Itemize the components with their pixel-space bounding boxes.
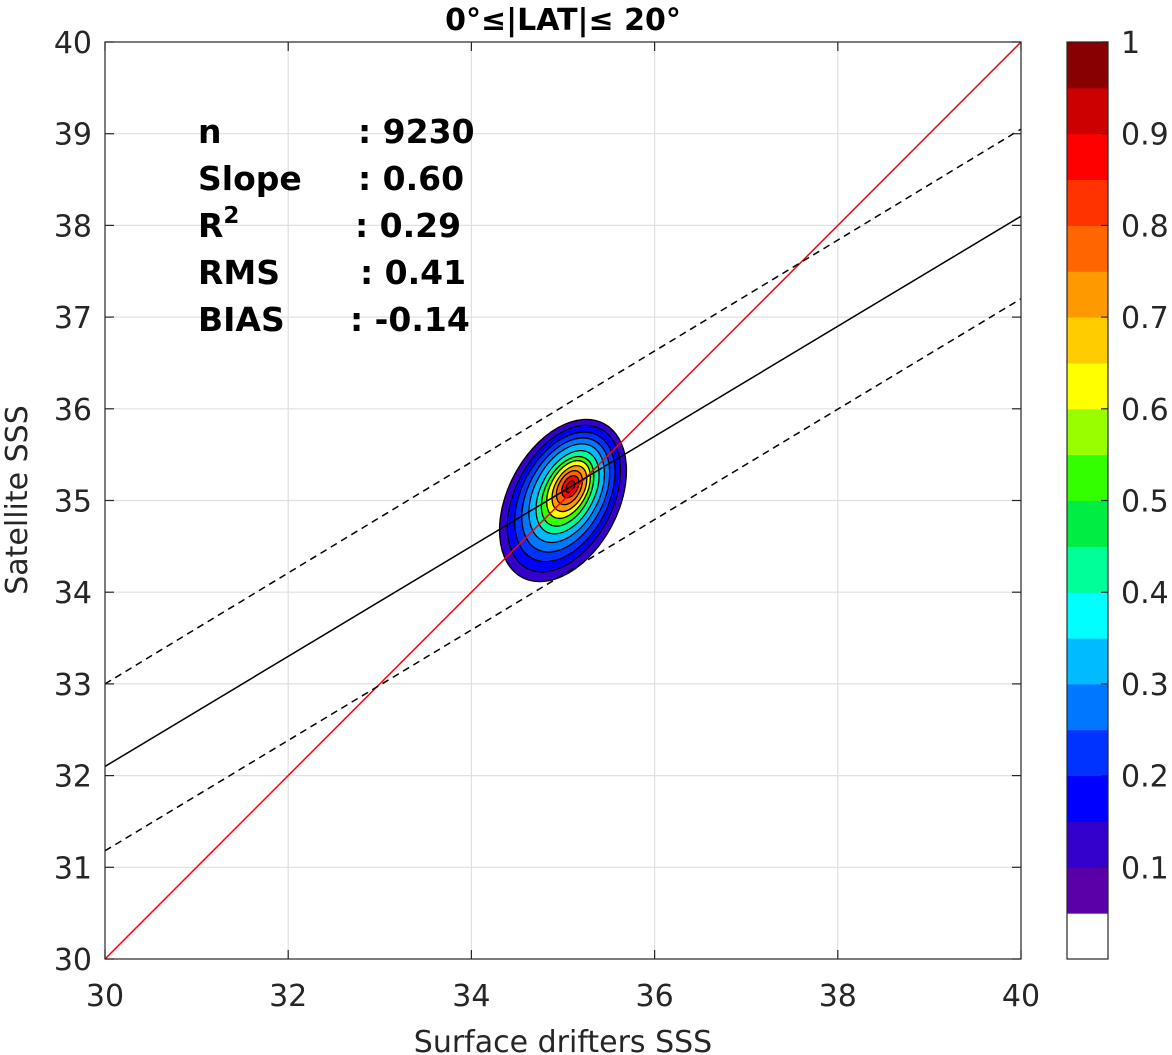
colorbar-segment (1067, 592, 1108, 639)
stat-value: : -0.14 (350, 300, 470, 339)
y-axis-label: Satellite SSS (0, 405, 35, 595)
y-tick-label: 34 (54, 576, 92, 611)
colorbar-segment (1067, 317, 1108, 364)
lower-bound-line (105, 298, 1021, 852)
stat-label: Slope (198, 159, 302, 198)
y-tick-label: 36 (54, 393, 92, 428)
colorbar-segment (1067, 454, 1108, 501)
grid (105, 42, 1021, 959)
colorbar-tick-label: 0.5 (1121, 485, 1169, 520)
stat-value: : 9230 (358, 112, 475, 151)
colorbar-segment (1067, 867, 1108, 914)
colorbar-tick-label: 0.9 (1121, 118, 1169, 153)
colorbar-segment (1067, 133, 1108, 181)
stat-value: : 0.41 (360, 253, 466, 292)
regression-line (105, 215, 1021, 768)
y-tick-label: 31 (54, 851, 92, 886)
colorbar-segment (1067, 408, 1108, 456)
reference-lines (105, 42, 1021, 959)
x-tick-label: 38 (819, 979, 857, 1014)
stat-label: BIAS (198, 300, 285, 339)
colorbar-segment (1067, 271, 1108, 318)
colorbar-tick-label: 1 (1121, 26, 1140, 61)
axis-ticks: 30 32 34 36 38 40 30 31 32 33 34 35 36 37 38 39 40 (54, 26, 1040, 1014)
colorbar-tick-label: 0.1 (1121, 851, 1169, 886)
colorbar-segment (1067, 913, 1108, 960)
y-tick-label: 33 (54, 668, 92, 703)
x-tick-label: 30 (86, 979, 124, 1014)
stat-label: R2 (198, 203, 239, 245)
y-tick-label: 35 (54, 485, 92, 520)
colorbar-tick-label: 0.4 (1121, 576, 1169, 611)
colorbar: 0.1 0.2 0.3 0.4 0.5 0.6 0.7 0.8 0.9 1 (1066, 26, 1169, 960)
colorbar-segment (1067, 638, 1108, 685)
colorbar-segment (1067, 362, 1108, 410)
y-tick-label: 39 (54, 118, 92, 153)
x-tick-label: 40 (1002, 979, 1040, 1014)
statistics-box: n : 9230 Slope : 0.60 R2 : 0.29 RMS : 0.41 BIAS:… (198, 112, 475, 339)
one-to-one-line (105, 42, 1021, 959)
y-tick-label: 32 (54, 760, 92, 795)
colorbar-tick-label: 0.6 (1121, 393, 1169, 428)
colorbar-segment (1067, 225, 1108, 272)
stat-value: : 0.60 (358, 159, 464, 198)
colorbar-tick-label: 0.2 (1121, 760, 1169, 795)
colorbar-tick-label: 0.8 (1121, 209, 1169, 244)
x-tick-label: 36 (636, 979, 674, 1014)
y-tick-label: 38 (54, 209, 92, 244)
colorbar-segment (1067, 729, 1108, 777)
colorbar-segment (1067, 546, 1108, 593)
chart-title: 0°≤|LAT|≤ 20° (445, 3, 681, 38)
colorbar-segment (1067, 683, 1108, 731)
colorbar-segment (1067, 821, 1108, 868)
x-tick-label: 34 (452, 979, 490, 1014)
colorbar-tick-label: 0.7 (1121, 301, 1169, 336)
stat-label: RMS (198, 253, 280, 292)
x-tick-label: 32 (269, 979, 307, 1014)
colorbar-segment (1067, 179, 1108, 226)
y-tick-label: 40 (54, 26, 92, 61)
x-axis-label: Surface drifters SSS (414, 1025, 712, 1055)
colorbar-segment (1067, 500, 1108, 547)
colorbar-tick-label: 0.3 (1121, 668, 1169, 703)
colorbar-segment (1067, 87, 1108, 135)
upper-bound-line (105, 128, 1021, 685)
colorbar-segment (1067, 775, 1108, 822)
stat-value: : 0.29 (355, 206, 461, 245)
colorbar-segment (1067, 42, 1108, 89)
stat-label: n (198, 112, 222, 151)
y-tick-label: 37 (54, 301, 92, 336)
y-tick-label: 30 (54, 943, 92, 978)
